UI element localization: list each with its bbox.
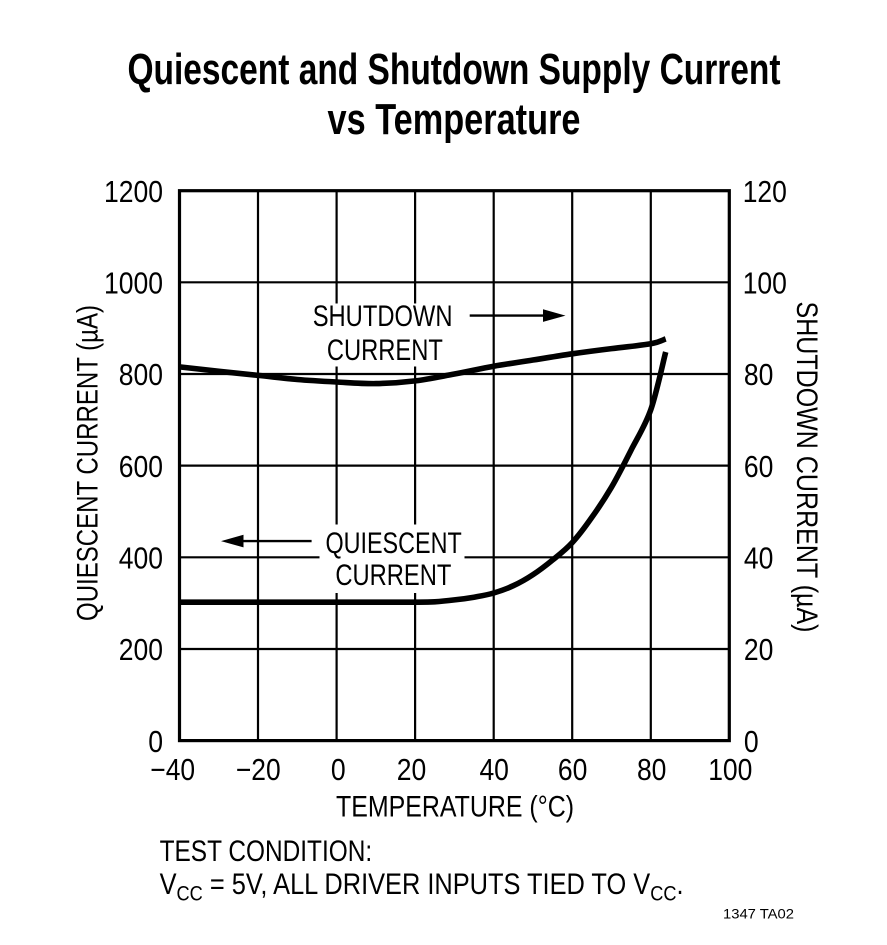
svg-text:1000: 1000: [104, 267, 163, 301]
svg-text:600: 600: [119, 450, 163, 484]
svg-text:1347 TA02: 1347 TA02: [723, 906, 794, 922]
svg-text:80: 80: [744, 358, 774, 392]
svg-text:100: 100: [743, 267, 787, 301]
svg-text:0: 0: [331, 753, 346, 787]
svg-text:40: 40: [744, 542, 774, 576]
svg-text:CURRENT: CURRENT: [327, 334, 443, 367]
svg-text:vs Temperature: vs Temperature: [328, 96, 581, 144]
svg-text:800: 800: [119, 358, 163, 392]
svg-text:120: 120: [743, 175, 787, 209]
svg-text:TEMPERATURE (°C): TEMPERATURE (°C): [336, 791, 574, 824]
svg-text:SHUTDOWN CURRENT (µA): SHUTDOWN CURRENT (µA): [790, 302, 823, 633]
svg-text:60: 60: [558, 753, 588, 787]
svg-text:20: 20: [397, 753, 427, 787]
svg-text:80: 80: [637, 753, 667, 787]
svg-text:CURRENT: CURRENT: [335, 559, 451, 592]
svg-text:20: 20: [744, 633, 774, 667]
svg-text:1200: 1200: [104, 175, 163, 209]
svg-text:VCC = 5V, ALL DRIVER INPUTS TI: VCC = 5V, ALL DRIVER INPUTS TIED TO VCC.: [160, 867, 684, 905]
svg-text:200: 200: [119, 633, 163, 667]
svg-text:SHUTDOWN: SHUTDOWN: [313, 300, 453, 333]
svg-text:60: 60: [744, 450, 774, 484]
svg-text:−20: −20: [236, 753, 281, 787]
svg-text:TEST CONDITION:: TEST CONDITION:: [160, 835, 373, 868]
svg-text:0: 0: [148, 725, 163, 759]
svg-text:0: 0: [744, 725, 759, 759]
svg-text:400: 400: [119, 542, 163, 576]
svg-text:100: 100: [708, 753, 752, 787]
svg-text:QUIESCENT CURRENT (µA): QUIESCENT CURRENT (µA): [72, 305, 105, 621]
svg-text:−40: −40: [150, 753, 195, 787]
svg-text:Quiescent and Shutdown Supply: Quiescent and Shutdown Supply Current: [128, 46, 781, 94]
svg-text:QUIESCENT: QUIESCENT: [325, 527, 461, 560]
svg-text:40: 40: [479, 753, 509, 787]
